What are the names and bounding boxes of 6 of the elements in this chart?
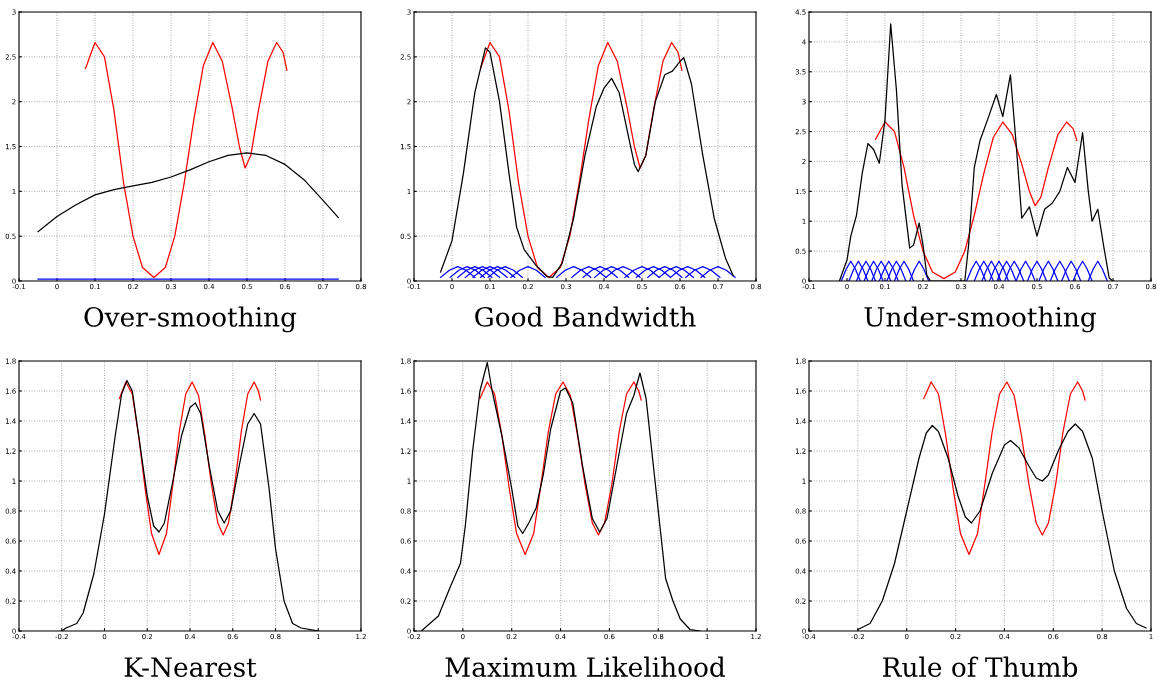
- text: Over-smoothing: [84, 306, 297, 333]
- text: Under-smoothing: [864, 306, 1096, 333]
- text: Maximum Likelihood: [445, 656, 726, 678]
- text: Good Bandwidth: [475, 306, 696, 327]
- text: Rule of Thumb: [883, 656, 1078, 678]
- text: K-Nearest: [124, 657, 257, 678]
